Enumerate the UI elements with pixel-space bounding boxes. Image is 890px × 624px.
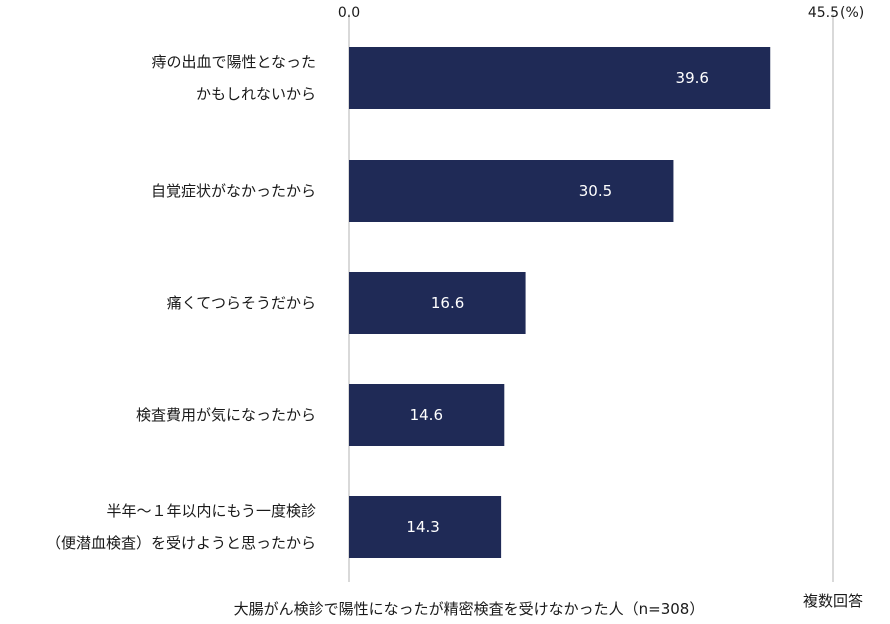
category-label-5-line-2: （便潜血検査）を受けようと思ったから [46,534,316,552]
category-label-1-line-1: 痔の出血で陽性となった [151,53,316,71]
category-label-1-line-2: かもしれないから [196,85,316,103]
data-label-1: 39.6 [676,69,709,87]
note-label: 複数回答 [803,592,863,610]
category-label-5-line-1: 半年～１年以内にもう一度検診 [106,502,316,520]
data-label-2: 30.5 [579,182,612,200]
bar-3 [349,272,526,334]
axis-tick-label-end: 45.5 [808,5,839,21]
data-label-3: 16.6 [431,294,464,312]
data-label-4: 14.6 [410,406,443,424]
bar-5 [349,496,502,558]
x-axis-title: 大腸がん検診で陽性になったが精密検査を受けなかった人（n=308） [234,600,705,618]
bars-group: 39.6 30.5 16.6 14.6 14.3 [349,47,771,558]
bar-1 [349,47,771,109]
axis-tick-label-start: 0.0 [338,5,360,21]
bar-2 [349,160,674,222]
category-labels-group: 痔の出血で陽性となったかもしれないから自覚症状がなかったから痛くてつらそうだから… [46,53,316,552]
unit-label: (%) [840,5,864,21]
category-label-2: 自覚症状がなかったから [151,182,316,200]
data-label-5: 14.3 [406,518,439,536]
category-label-4: 検査費用が気になったから [136,406,316,424]
category-label-3: 痛くてつらそうだから [167,294,316,312]
bar-4 [349,384,505,446]
